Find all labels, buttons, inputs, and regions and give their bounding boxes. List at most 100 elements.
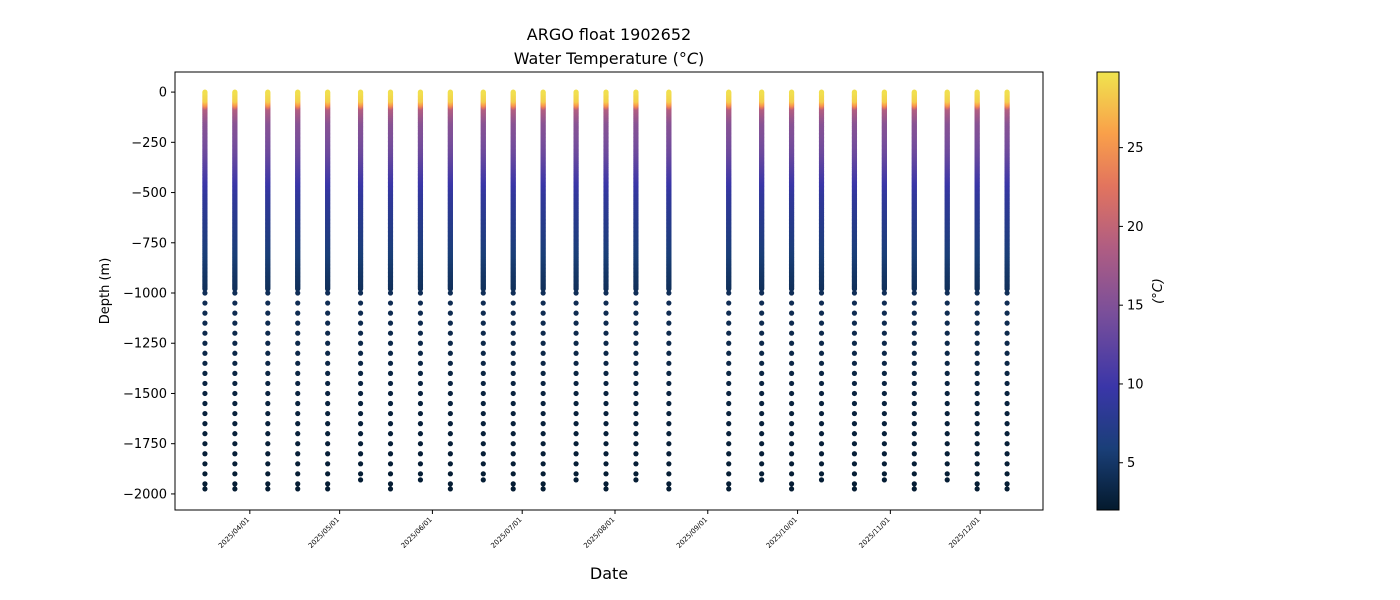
data-point (633, 340, 639, 346)
data-point (232, 431, 238, 437)
data-point (788, 350, 795, 356)
data-point (540, 481, 546, 487)
data-point (726, 370, 732, 376)
data-point (510, 390, 516, 397)
chart-subtitle-unit: °C (679, 49, 699, 68)
data-point (265, 471, 271, 477)
data-point (573, 471, 579, 477)
data-point (603, 370, 609, 376)
data-point (387, 300, 394, 306)
data-point (202, 451, 208, 457)
x-axis: 2025/04/01 2025/05/01 2025/06/01 2025/07/01… (217, 510, 982, 550)
data-point (232, 400, 238, 407)
x-tick-label: 2025/07/01 (489, 516, 523, 550)
data-point (603, 400, 609, 407)
data-point (387, 310, 394, 316)
data-point (265, 400, 271, 407)
data-point (387, 461, 394, 467)
data-point (759, 477, 765, 483)
data-point (510, 340, 516, 346)
data-point (480, 330, 486, 336)
data-point (480, 441, 486, 447)
data-point (573, 451, 579, 457)
data-point (325, 486, 331, 492)
data-point (633, 350, 639, 356)
data-point (603, 461, 609, 467)
data-point (540, 441, 546, 447)
data-point (357, 300, 364, 306)
x-tick-label: 2025/08/01 (582, 516, 616, 550)
data-point (417, 310, 424, 316)
data-point (788, 310, 795, 316)
data-point (603, 451, 609, 457)
data-point (295, 471, 301, 477)
x-tick-label: 2025/12/01 (947, 516, 981, 550)
data-point (759, 370, 765, 376)
data-point (387, 486, 394, 492)
data-point (325, 330, 331, 336)
y-axis: 0−250−500−750−1000−1250−1500−1750−2000 (123, 86, 175, 502)
data-point (232, 486, 238, 492)
data-point (510, 461, 516, 467)
data-point (666, 370, 672, 376)
data-point (759, 89, 765, 95)
data-point (633, 320, 639, 326)
data-point (603, 390, 609, 397)
x-tick-label: 2025/09/01 (675, 516, 709, 550)
data-point (417, 380, 424, 387)
data-point (726, 300, 732, 306)
chart-subtitle: Water Temperature (°C) (514, 49, 704, 68)
data-point (265, 451, 271, 457)
data-point (295, 441, 301, 447)
data-point (759, 461, 765, 467)
data-point (759, 330, 765, 336)
data-point (295, 350, 301, 356)
data-point (447, 410, 453, 417)
data-point (357, 421, 364, 427)
data-point (726, 350, 732, 356)
data-point (325, 89, 331, 95)
data-point (417, 421, 424, 427)
data-point (265, 431, 271, 437)
scatter-points (202, 89, 1010, 492)
data-point (417, 461, 424, 467)
data-point (232, 340, 238, 346)
data-point (325, 481, 331, 487)
data-point (202, 461, 208, 467)
data-point (759, 441, 765, 447)
data-point (447, 350, 453, 356)
data-point (295, 486, 301, 492)
data-point (788, 441, 795, 447)
data-point (417, 390, 424, 397)
data-point (510, 89, 516, 95)
data-point (480, 320, 486, 326)
data-point (325, 390, 331, 397)
data-point (357, 370, 364, 376)
data-point (666, 330, 672, 336)
data-point (726, 360, 732, 366)
data-point (387, 481, 394, 487)
data-point (447, 310, 453, 316)
data-point (325, 310, 331, 316)
x-tick-label: 2025/10/01 (765, 516, 799, 550)
data-point (387, 421, 394, 427)
data-point (295, 360, 301, 366)
data-point (325, 350, 331, 356)
chart-title: ARGO float 1902652 (527, 25, 691, 44)
y-tick-label: 0 (159, 86, 167, 101)
data-point (759, 431, 765, 437)
data-point (295, 330, 301, 336)
data-point (325, 461, 331, 467)
data-point (357, 320, 364, 326)
data-point (387, 370, 394, 376)
data-point (666, 451, 672, 457)
data-point (447, 400, 453, 407)
data-point (573, 400, 579, 407)
data-point (265, 310, 271, 316)
data-point (603, 380, 609, 387)
data-point (202, 350, 208, 356)
data-point (232, 441, 238, 447)
data-point (202, 310, 208, 316)
data-point (480, 400, 486, 407)
